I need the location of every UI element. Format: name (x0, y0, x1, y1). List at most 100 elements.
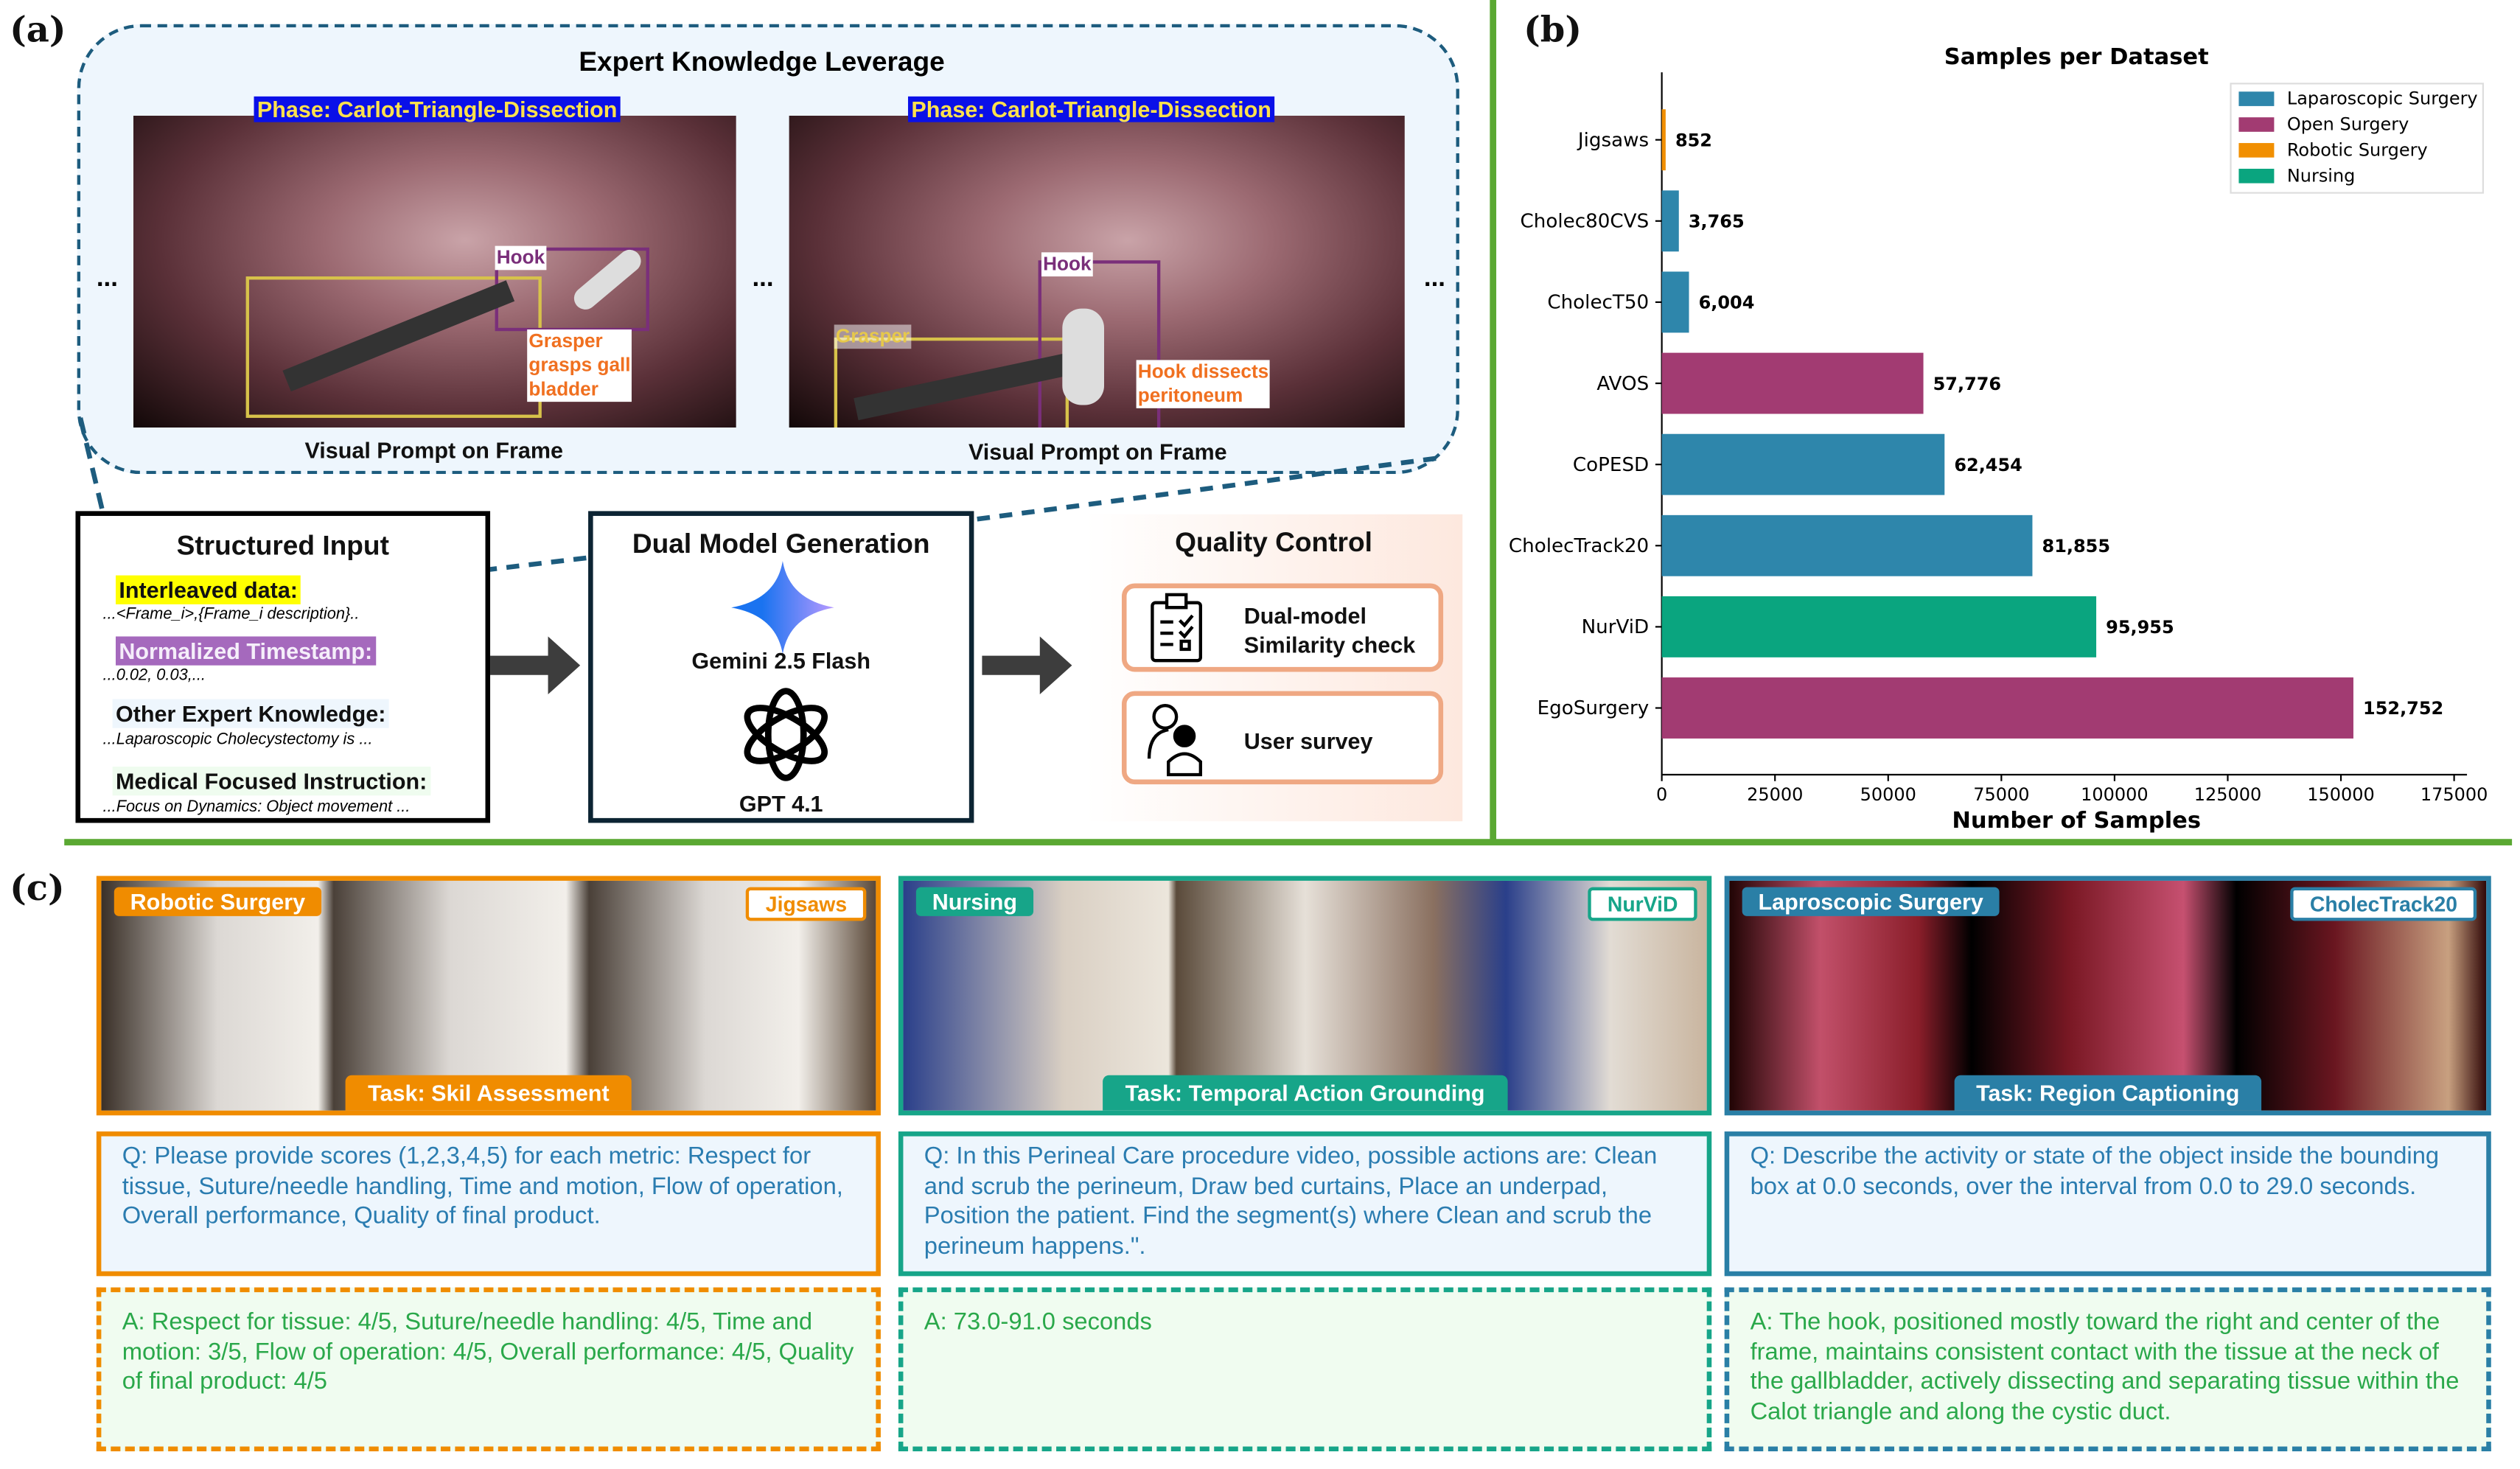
category-label: AVOS (1596, 373, 1649, 395)
arrow-right-icon (490, 636, 581, 694)
similarity-check-label: Dual-model Similarity check (1244, 601, 1415, 659)
value-label: 852 (1675, 130, 1712, 150)
legend-label: Nursing (2287, 165, 2356, 186)
legend-label: Robotic Surgery (2287, 140, 2428, 161)
expert-knowledge-title: Expert Knowledge Leverage (579, 46, 945, 77)
structured-input-box: Structured Input Interleaved data: ...<F… (75, 511, 491, 823)
task-tag: Task: Skil Assessment (345, 1075, 632, 1111)
grasper-label: Grasper (834, 324, 912, 349)
bar (1661, 352, 1924, 414)
bar (1661, 271, 1689, 333)
dataset-tag: NurViD (1588, 887, 1697, 921)
question-box: Q: Please provide scores (1,2,3,4,5) for… (96, 1131, 881, 1277)
gemini-label: Gemini 2.5 Flash (691, 647, 871, 674)
surgical-frame-2: Hook Grasper Hook dissects peritoneum (789, 115, 1405, 428)
frame-note: Hook dissects peritoneum (1136, 360, 1271, 408)
bar (1661, 596, 2097, 657)
frame-caption: Visual Prompt on Frame (968, 439, 1227, 465)
value-label: 57,776 (1933, 374, 2002, 394)
frame-note: Grasper grasps gall bladder (527, 329, 632, 402)
doctor-patient-icon (1147, 704, 1203, 777)
frame-caption: Visual Prompt on Frame (304, 437, 564, 463)
horizontal-divider (64, 839, 2513, 845)
input-heading: Interleaved data: (115, 575, 301, 604)
domain-tag: Laproscopic Surgery (1742, 887, 2000, 916)
dataset-tag: Jigsaws (746, 887, 867, 921)
vertical-divider (1490, 0, 1497, 842)
category-label: NurViD (1582, 616, 1650, 638)
input-detail: ...Focus on Dynamics: Object movement ..… (102, 798, 411, 817)
label-line: Dual-model (1243, 602, 1367, 629)
note-line: Grasper (528, 329, 603, 352)
panel-label-a: (a) (10, 10, 66, 52)
example-video-frames: Laproscopic Surgery CholecTrack20 Task: … (1724, 876, 2491, 1116)
panel-label-c: (c) (10, 868, 65, 910)
x-tick-label: 175000 (2420, 784, 2488, 805)
bar (1661, 433, 1945, 495)
input-heading: Medical Focused Instruction: (112, 767, 430, 796)
domain-tag: Nursing (915, 887, 1033, 916)
note-line: peritoneum (1137, 384, 1243, 407)
phase-label: Phase: Carlot-Triangle-Dissection (907, 96, 1275, 122)
ellipsis: ... (752, 265, 774, 293)
category-label: Jigsaws (1577, 129, 1649, 151)
hook-label: Hook (1041, 252, 1093, 277)
bar (1661, 109, 1666, 171)
ellipsis: ... (96, 265, 118, 293)
openai-logo-icon (744, 688, 828, 781)
legend-swatch (2238, 91, 2275, 106)
clipboard-checklist-icon (1151, 593, 1203, 663)
input-detail: ...0.02, 0.03,... (102, 666, 206, 685)
gpt-label: GPT 4.1 (739, 790, 823, 817)
dual-model-title: Dual Model Generation (632, 528, 930, 559)
note-line: bladder (528, 377, 598, 400)
dual-model-box: Dual Model Generation Gemini 2.5 Flash G… (588, 511, 974, 823)
dataset-tag: CholecTrack20 (2290, 887, 2477, 921)
hook-bounding-box (1038, 260, 1161, 428)
legend-label: Laparoscopic Surgery (2287, 88, 2478, 109)
value-label: 152,752 (2363, 698, 2443, 719)
phase-label: Phase: Carlot-Triangle-Dissection (254, 96, 621, 122)
value-label: 95,955 (2106, 617, 2174, 638)
x-tick-label: 50000 (1860, 784, 1916, 805)
x-tick-label: 125000 (2194, 784, 2262, 805)
legend-swatch (2238, 168, 2275, 184)
answer-box: A: The hook, positioned mostly toward th… (1724, 1287, 2491, 1451)
samples-per-dataset-chart: Samples per Dataset Number of Samples 0 2… (1509, 44, 2488, 834)
bar (1661, 514, 2033, 576)
legend-swatch (2238, 117, 2275, 132)
user-survey-card: User survey (1121, 691, 1444, 785)
input-detail: ...Laparoscopic Cholecystectomy is ... (102, 731, 373, 750)
panel-label-b: (b) (1523, 10, 1582, 52)
label-line: Similarity check (1243, 631, 1416, 657)
input-detail: ...<Frame_i>,{Frame_i description}.. (102, 606, 360, 624)
input-heading: Other Expert Knowledge: (112, 699, 389, 728)
value-label: 81,855 (2042, 536, 2111, 556)
example-video-frames: Robotic Surgery Jigsaws Task: Skil Asses… (96, 876, 881, 1116)
answer-box: A: Respect for tissue: 4/5, Suture/needl… (96, 1287, 881, 1451)
x-tick-label: 25000 (1747, 784, 1803, 805)
category-label: CholecTrack20 (1509, 535, 1649, 557)
hook-instrument (1062, 308, 1105, 405)
x-axis-label: Number of Samples (1952, 808, 2201, 834)
question-box: Q: Describe the activity or state of the… (1724, 1131, 2491, 1277)
answer-box: A: 73.0-91.0 seconds (898, 1287, 1712, 1451)
ellipsis: ... (1423, 265, 1446, 293)
chart-title: Samples per Dataset (1944, 44, 2209, 70)
category-label: EgoSurgery (1538, 697, 1650, 719)
task-tag: Task: Region Captioning (1953, 1075, 2262, 1111)
similarity-check-card: Dual-model Similarity check (1121, 583, 1444, 672)
bar (1661, 190, 1679, 252)
hook-label: Hook (495, 245, 547, 271)
legend-label: Open Surgery (2287, 114, 2409, 135)
quality-control-title: Quality Control (1175, 527, 1372, 558)
x-tick-label: 75000 (1973, 784, 2029, 805)
value-label: 62,454 (1954, 455, 2022, 475)
arrow-right-icon (982, 636, 1072, 694)
value-label: 3,765 (1689, 212, 1745, 232)
x-tick-label: 0 (1656, 784, 1667, 805)
bar (1661, 677, 2353, 739)
input-heading: Normalized Timestamp: (115, 636, 376, 666)
question-box: Q: In this Perineal Care procedure video… (898, 1131, 1712, 1277)
